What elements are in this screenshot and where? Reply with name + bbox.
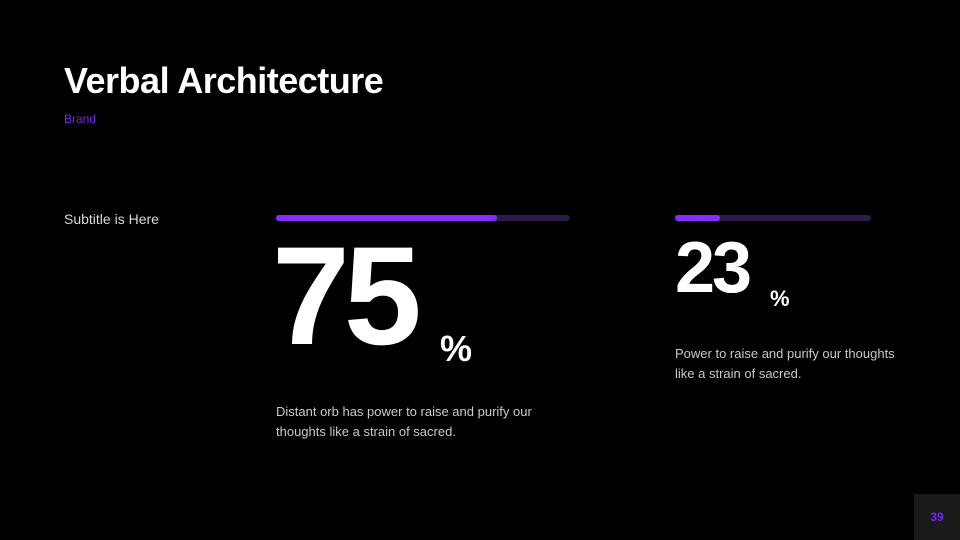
percent-symbol-1: % xyxy=(440,328,472,370)
subtitle: Subtitle is Here xyxy=(64,211,159,227)
page-number-chip: 39 xyxy=(914,494,960,540)
metric-value-2: 23 xyxy=(675,232,749,304)
metric-description-1: Distant orb has power to raise and purif… xyxy=(276,402,546,442)
page-number: 39 xyxy=(930,510,943,524)
percent-symbol-2: % xyxy=(770,286,790,312)
page-title: Verbal Architecture xyxy=(64,60,383,102)
metric-value-1: 75 xyxy=(272,226,416,366)
brand-label: Brand xyxy=(64,112,96,126)
slide: Verbal Architecture Brand Subtitle is He… xyxy=(0,0,960,540)
progress-fill-2 xyxy=(675,215,720,221)
metric-description-2: Power to raise and purify our thoughts l… xyxy=(675,344,905,384)
